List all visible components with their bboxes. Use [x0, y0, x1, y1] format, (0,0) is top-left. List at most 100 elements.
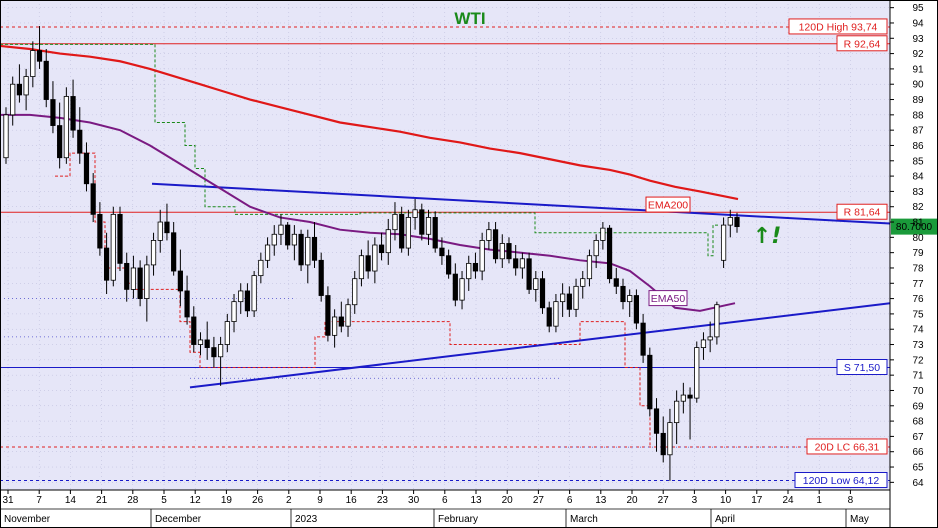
- candle-body-down: [653, 408, 660, 434]
- x-month-label: November: [4, 514, 51, 525]
- label-ema50-text: EMA50: [651, 293, 686, 305]
- candle-body-up: [700, 339, 707, 348]
- candle: [627, 289, 633, 317]
- candle-body-down: [452, 273, 458, 301]
- y-tick-label: 81: [912, 218, 924, 229]
- candle-body-down: [117, 213, 123, 264]
- candle-body-down: [36, 50, 43, 62]
- candle-body-down: [50, 99, 56, 126]
- candle-body-down: [439, 247, 445, 257]
- candle-body-down: [687, 394, 693, 399]
- candle-body-up: [674, 400, 680, 424]
- candle: [231, 294, 237, 333]
- candle: [466, 255, 472, 291]
- x-tick-label: 19: [221, 495, 233, 506]
- candle: [405, 209, 411, 256]
- candle-body-down: [70, 96, 76, 131]
- candle-body-up: [486, 229, 492, 241]
- label-resistance-upper-text: R 92,64: [844, 38, 881, 50]
- candle-body-down: [633, 295, 640, 324]
- candle-body-down: [660, 432, 666, 456]
- x-month-label: February: [438, 514, 478, 525]
- candle-body-down: [734, 217, 740, 228]
- candle: [439, 237, 445, 265]
- candle-body-up: [150, 240, 157, 266]
- candle: [539, 271, 546, 314]
- candle: [305, 229, 311, 284]
- x-tick-label: 17: [751, 495, 763, 506]
- candle-body-down: [613, 278, 619, 287]
- label-ema200: EMA200: [645, 196, 691, 213]
- candle-body-up: [412, 209, 418, 218]
- candle-body-down: [298, 233, 304, 266]
- candle: [311, 222, 318, 268]
- candle: [553, 294, 559, 333]
- candle-body-up: [459, 278, 465, 301]
- label-resistance-upper-box: [836, 35, 888, 52]
- candle-body-down: [244, 290, 251, 312]
- candle-body-down: [513, 258, 519, 269]
- candle-body-up: [332, 316, 338, 336]
- candle: [264, 237, 271, 268]
- moving-averages: [0, 44, 739, 312]
- candle: [325, 286, 331, 342]
- candle: [653, 398, 660, 452]
- candle: [700, 332, 707, 360]
- candles: [3, 26, 740, 481]
- label-support-box: [836, 359, 888, 375]
- candle-body-up: [586, 255, 593, 280]
- candle: [218, 336, 224, 386]
- candle-body-up: [707, 336, 713, 341]
- candle: [43, 49, 49, 108]
- candle: [157, 209, 163, 253]
- candle-body-up: [3, 114, 9, 159]
- x-tick-label: 20: [626, 495, 638, 506]
- y-tick-label: 80: [912, 233, 924, 244]
- candle-body-up: [358, 255, 365, 280]
- candle-body-up: [667, 422, 673, 456]
- candle: [318, 252, 324, 302]
- candle-body-down: [446, 255, 452, 275]
- candle: [150, 232, 157, 276]
- x-tick-label: 7: [36, 495, 42, 506]
- x-tick-label: 16: [346, 495, 358, 506]
- candle: [285, 222, 291, 250]
- candle: [298, 229, 304, 272]
- candle-body-down: [77, 129, 83, 154]
- candle: [258, 252, 264, 284]
- last-price-box: [891, 218, 938, 235]
- candle-body-up: [405, 217, 411, 249]
- candle: [446, 249, 452, 279]
- candle-body-up: [727, 217, 733, 226]
- candle: [526, 252, 532, 294]
- candle-body-up: [238, 290, 244, 303]
- candle-body-up: [720, 224, 727, 261]
- candle: [694, 341, 700, 403]
- candle: [419, 203, 425, 241]
- y-tick-label: 78: [912, 263, 924, 274]
- candle: [57, 102, 63, 169]
- candle-body-up: [345, 304, 351, 327]
- y-tick-label: 77: [912, 279, 924, 290]
- candle: [358, 249, 365, 287]
- y-tick-label: 88: [912, 110, 924, 121]
- y-tick-label: 67: [912, 432, 924, 443]
- candle: [352, 271, 358, 314]
- y-tick-label: 84: [912, 172, 924, 183]
- candle: [687, 387, 693, 440]
- x-tick-label: 8: [848, 495, 854, 506]
- candle-body-up: [680, 394, 686, 402]
- label-ema50-box: [648, 290, 688, 307]
- x-tick-label: 3: [692, 495, 698, 506]
- green-trailing-stop: [0, 43, 720, 257]
- x-tick-label: 20: [502, 495, 514, 506]
- x-tick-label: 27: [533, 495, 545, 506]
- x-tick-label: 10: [720, 495, 732, 506]
- candle: [546, 301, 552, 333]
- x-tick-label: 2: [286, 495, 292, 506]
- candle-body-down: [211, 347, 217, 358]
- x-tick-label: 28: [127, 495, 139, 506]
- candle-body-down: [620, 285, 626, 303]
- candle: [184, 275, 190, 325]
- candle: [640, 313, 646, 363]
